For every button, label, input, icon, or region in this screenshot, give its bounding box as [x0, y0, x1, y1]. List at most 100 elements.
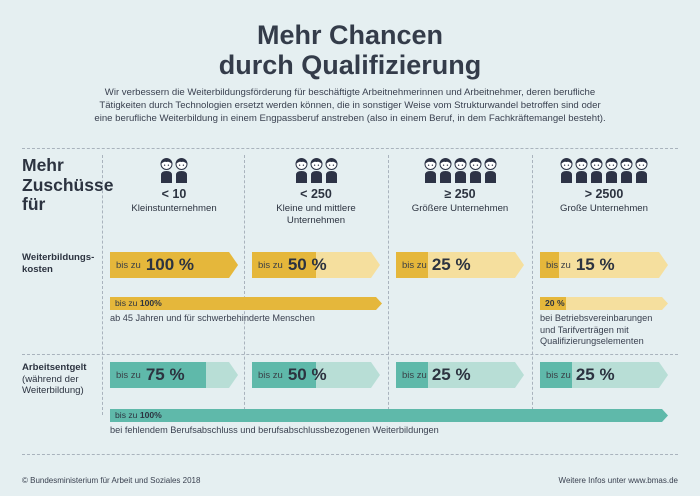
note-line: Qualifizierungselementen [540, 336, 644, 346]
intro-line: eine berufliche Weiterbildung in einem E… [94, 113, 606, 124]
company-size: < 250 [300, 187, 332, 201]
person-icon [469, 158, 481, 183]
footer-link-bmas[interactable]: Weitere Infos unter www.bmas.de [558, 476, 678, 485]
section-heading: Mehr Zuschüsse für [22, 155, 114, 215]
bar-fill [252, 252, 316, 278]
company-type: Kleine und mittlere Unternehmen [246, 203, 386, 227]
person-icon [620, 158, 633, 183]
bar-text: bis zu 100 % [116, 252, 194, 278]
row-label-line: Weiterbildungs- [22, 252, 95, 263]
bar-prefix: bis zu [115, 410, 138, 420]
note-tarif: bei Betriebsvereinbarungen und Tarifvert… [540, 313, 652, 348]
bar-prefix: bis zu [115, 298, 138, 308]
heading-line: Mehr [22, 155, 64, 175]
bar-text: bis zu 25 % [546, 362, 615, 388]
bar-arbeitsentgelt-0: bis zu 75 % [110, 362, 238, 388]
bar-prefix: bis zu [546, 259, 571, 271]
divider [22, 148, 678, 149]
person-icon [439, 158, 451, 183]
bar-prefix: bis zu [258, 369, 283, 381]
bar-value: 75 % [145, 365, 185, 384]
bar-weiterbildung-1: bis zu 50 % [252, 252, 380, 278]
bar-text: bis zu 50 % [258, 362, 327, 388]
people-icon-group [534, 157, 674, 183]
bar-prefix: bis zu [546, 369, 571, 381]
bar-value: 25 % [431, 255, 471, 274]
intro-text: Wir verbessern die Weiterbildungsförderu… [50, 86, 650, 125]
bar-fill [110, 252, 238, 278]
note-line: bei Betriebsvereinbarungen [540, 313, 653, 323]
bar-prefix: bis zu [116, 369, 141, 381]
bar-value: 100% [139, 410, 162, 420]
person-icon [635, 158, 648, 183]
column-divider [388, 155, 389, 415]
bar-fill [396, 252, 428, 278]
bar-arbeitsentgelt-1: bis zu 50 % [252, 362, 380, 388]
bar-weiterbildung-3: bis zu 15 % [540, 252, 668, 278]
people-icon-group [246, 157, 386, 183]
column-header-kleinst: < 10 Kleinstunternehmen [104, 157, 244, 215]
company-type: Kleinstunternehmen [131, 203, 217, 214]
person-icon [295, 158, 307, 183]
bar-weiterbildung-2: bis zu 25 % [396, 252, 524, 278]
person-icon [454, 158, 466, 183]
bar-arbeitsentgelt-3: bis zu 25 % [540, 362, 668, 388]
company-size: ≥ 250 [444, 187, 476, 201]
heading-line: Zuschüsse [22, 174, 114, 195]
bar-text: bis zu 15 % [546, 252, 615, 278]
row-label-line: Weiterbildung) [22, 385, 84, 396]
title-line-1: Mehr Chancen [256, 20, 444, 50]
bar-age-100: bis zu 100% [110, 297, 382, 310]
person-icon [424, 158, 436, 183]
bar-fill [540, 362, 572, 388]
company-type-line: Unternehmen [286, 215, 346, 226]
bar-fill [110, 362, 206, 388]
heading-line: für [22, 194, 46, 214]
company-type-line: Kleine und mittlere [276, 203, 356, 214]
person-icon [310, 158, 322, 183]
row-label-line: Arbeitsentgelt [22, 362, 87, 373]
bar-text: bis zu 25 % [402, 252, 471, 278]
column-divider [244, 155, 245, 415]
column-header-kmu: < 250 Kleine und mittlere Unternehmen [246, 157, 386, 227]
bar-value: 50 % [287, 365, 327, 384]
bar-weiterbildung-0: bis zu 100 % [110, 252, 238, 278]
person-icon [160, 158, 173, 183]
row-label-arbeitsentgelt: Arbeitsentgelt (während der Weiterbildun… [22, 362, 87, 397]
column-divider [102, 155, 103, 415]
title-line-2: durch Qualifizierung [218, 50, 482, 80]
bar-fill [396, 362, 428, 388]
bar-tarif-20: 20 % [540, 297, 668, 310]
bar-value: 25 % [431, 365, 471, 384]
bar-prefix: bis zu [116, 259, 141, 271]
divider [22, 454, 678, 455]
note-berufsabschluss: bei fehlendem Berufsabschluss und berufs… [110, 425, 439, 435]
bar-value: 15 % [575, 255, 615, 274]
bar-text: bis zu 75 % [116, 362, 185, 388]
person-icon [605, 158, 618, 183]
column-header-grosse: > 2500 Große Unternehmen [534, 157, 674, 215]
bar-prefix: bis zu [258, 259, 283, 271]
bar-berufsabschluss-100: bis zu 100% [110, 409, 668, 422]
footer-copyright: © Bundesministerium für Arbeit und Sozia… [22, 476, 201, 485]
bar-text: bis zu 50 % [258, 252, 327, 278]
bar-text: bis zu 100% [115, 297, 162, 310]
company-size: > 2500 [584, 187, 624, 201]
bar-value: 100% [139, 298, 162, 308]
bar-arbeitsentgelt-2: bis zu 25 % [396, 362, 524, 388]
bar-text: 20 % [545, 297, 565, 310]
bar-fill [252, 362, 316, 388]
row-label-weiterbildungskosten: Weiterbildungs- kosten [22, 252, 94, 275]
person-icon [325, 158, 337, 183]
company-size: < 10 [161, 187, 187, 201]
bar-fill [540, 252, 559, 278]
bar-value: 20 % [545, 298, 565, 308]
person-icon [484, 158, 496, 183]
intro-line: Wir verbessern die Weiterbildungsförderu… [104, 87, 596, 98]
person-icon [575, 158, 588, 183]
divider [22, 354, 678, 355]
person-icon [560, 158, 573, 183]
bar-track [540, 252, 668, 278]
company-type: Größere Unternehmen [411, 203, 509, 214]
note-line: und Tarifverträgen mit [540, 324, 629, 335]
